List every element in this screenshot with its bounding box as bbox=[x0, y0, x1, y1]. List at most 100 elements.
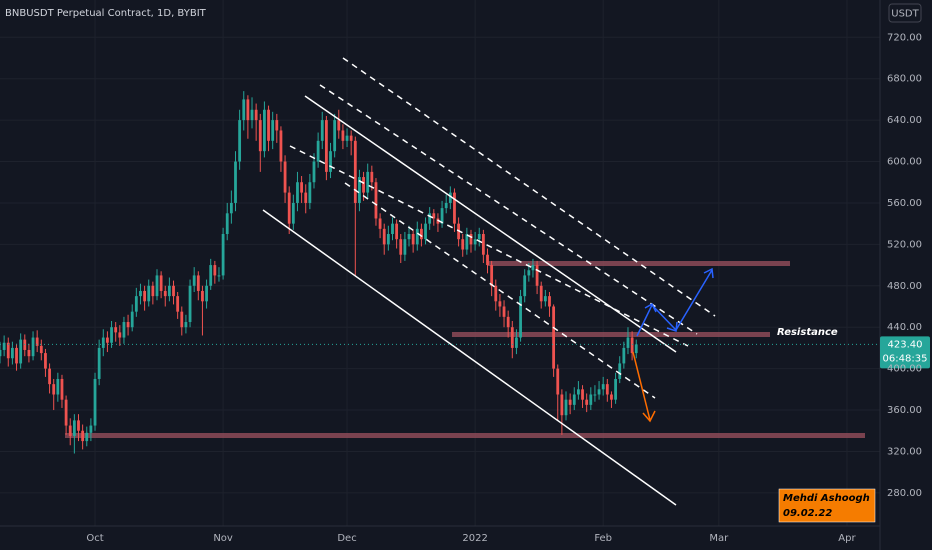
candle-body bbox=[415, 228, 419, 245]
candle-body bbox=[564, 399, 568, 416]
candle-body bbox=[320, 120, 324, 141]
candle-body bbox=[477, 234, 481, 240]
candle-body bbox=[134, 296, 138, 312]
channel-line bbox=[262, 209, 677, 506]
y-tick-label: 720.00 bbox=[887, 32, 922, 43]
x-tick-label: 2022 bbox=[462, 533, 487, 544]
candle-body bbox=[411, 234, 415, 245]
candle-body bbox=[374, 182, 378, 219]
candle-body bbox=[35, 337, 39, 346]
candle-body bbox=[163, 290, 167, 297]
candle-body bbox=[106, 337, 109, 343]
overlay: 423.40 06:48:35 bbox=[0, 336, 930, 369]
y-tick-label: 480.00 bbox=[887, 281, 922, 292]
arrow-head bbox=[703, 267, 714, 279]
candle-body bbox=[432, 213, 436, 219]
candle-body bbox=[502, 306, 506, 317]
candle-body bbox=[85, 432, 89, 442]
candle-body bbox=[263, 109, 266, 152]
x-tick-label: Nov bbox=[213, 533, 233, 544]
candle-body bbox=[130, 311, 134, 328]
candle-body bbox=[349, 135, 353, 141]
candle-body bbox=[585, 399, 589, 405]
candle-body bbox=[395, 223, 399, 240]
last-price-label: 423.40 bbox=[888, 339, 923, 350]
candle-body bbox=[329, 151, 332, 172]
candle-body bbox=[465, 234, 469, 250]
candle-body bbox=[184, 322, 188, 328]
candle-body bbox=[10, 347, 14, 359]
candle-body bbox=[324, 120, 328, 172]
candle-body bbox=[510, 327, 514, 348]
candle-body bbox=[548, 296, 551, 307]
candle-body bbox=[461, 239, 465, 250]
candle-body bbox=[118, 332, 122, 338]
channel-line bbox=[304, 95, 677, 353]
candle-body bbox=[453, 192, 456, 224]
candle-body bbox=[535, 265, 539, 286]
candle-body bbox=[539, 285, 543, 302]
candle-body bbox=[403, 239, 407, 255]
candle-body bbox=[68, 425, 72, 436]
candle-body bbox=[114, 327, 118, 333]
candle-body bbox=[267, 109, 270, 141]
candle-body bbox=[221, 234, 225, 276]
x-tick-label: Oct bbox=[86, 533, 103, 544]
candle-body bbox=[176, 296, 180, 312]
candle-body bbox=[382, 228, 386, 245]
candle-body bbox=[486, 254, 489, 266]
y-tick-label: 320.00 bbox=[887, 446, 922, 457]
support-zone bbox=[65, 433, 865, 438]
candle-body bbox=[155, 275, 159, 297]
candle-body bbox=[275, 120, 279, 131]
resistance-zone bbox=[487, 261, 790, 266]
candle-body bbox=[97, 347, 101, 379]
candle-body bbox=[614, 378, 617, 400]
candle-body bbox=[610, 394, 613, 400]
candle-body bbox=[15, 347, 18, 364]
candle-body bbox=[527, 270, 531, 276]
candle-body bbox=[316, 140, 320, 162]
candle-body bbox=[77, 420, 80, 431]
candle-body bbox=[291, 202, 295, 224]
candle-body bbox=[283, 161, 287, 193]
candle-body bbox=[626, 337, 630, 348]
candle-body bbox=[391, 223, 394, 235]
y-tick-label: 400.00 bbox=[887, 364, 922, 375]
candle-body bbox=[246, 99, 250, 121]
date: 09.02.22 bbox=[783, 508, 832, 519]
x-tick-label: Feb bbox=[594, 533, 612, 544]
arrows bbox=[632, 267, 714, 423]
candle-body bbox=[428, 213, 432, 224]
candle-body bbox=[147, 285, 151, 302]
candle-body bbox=[238, 120, 242, 162]
candle-body bbox=[362, 177, 365, 193]
candle-body bbox=[597, 389, 601, 395]
candle-body bbox=[72, 420, 76, 436]
candle-body bbox=[217, 275, 221, 277]
arrow-up bbox=[636, 269, 713, 337]
candle-body bbox=[229, 202, 233, 214]
candle-body bbox=[341, 130, 345, 141]
candle-body bbox=[333, 120, 337, 152]
candle-body bbox=[506, 316, 510, 328]
candle-body bbox=[366, 171, 370, 193]
author-box bbox=[778, 488, 876, 523]
candle-body bbox=[622, 347, 626, 364]
candle-body bbox=[205, 285, 208, 302]
candle-body bbox=[279, 130, 283, 162]
annotation: Resistance bbox=[777, 327, 838, 338]
x-tick-label: Apr bbox=[838, 533, 856, 544]
arrow-head bbox=[644, 302, 657, 313]
candle-body bbox=[618, 363, 622, 379]
candle-body bbox=[159, 275, 163, 291]
candle-body bbox=[151, 285, 155, 297]
candle-body bbox=[60, 378, 64, 400]
candle-body bbox=[337, 120, 341, 131]
candle-body bbox=[420, 228, 423, 240]
candle-body bbox=[287, 192, 291, 224]
candle-body bbox=[27, 349, 31, 357]
y-tick-label: 360.00 bbox=[887, 405, 922, 416]
